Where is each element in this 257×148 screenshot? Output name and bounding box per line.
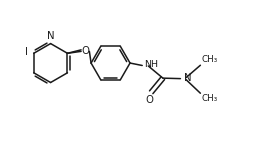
Text: N: N — [47, 31, 54, 41]
Text: I: I — [25, 47, 28, 57]
Text: CH₃: CH₃ — [201, 55, 218, 64]
Text: CH₃: CH₃ — [201, 94, 218, 103]
Text: N: N — [183, 73, 191, 83]
Text: NH: NH — [144, 61, 158, 70]
Text: O: O — [81, 46, 89, 56]
Text: O: O — [145, 95, 153, 105]
